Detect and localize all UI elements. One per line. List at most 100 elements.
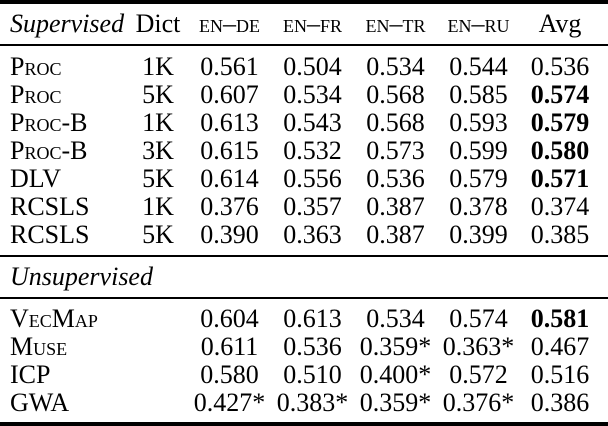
score-avg: 0.536 xyxy=(530,52,590,81)
score-en-ru: 0.579 xyxy=(449,164,508,193)
table-row: RCSLS 5K 0.390 0.363 0.387 0.399 0.385 xyxy=(0,221,608,249)
method-name: ICP xyxy=(10,360,51,389)
supervised-section-body: Proc 1K 0.561 0.504 0.534 0.544 0.536 Proc 5K 0.6… xyxy=(0,46,608,255)
score-avg: 0.579 xyxy=(530,108,590,137)
score-en-fr: 0.383* xyxy=(276,388,349,417)
score-en-de: 0.561 xyxy=(200,52,259,81)
table-row: RCSLS 1K 0.376 0.357 0.387 0.378 0.374 xyxy=(0,193,608,221)
method-name: GWA xyxy=(10,388,70,417)
top-rule xyxy=(0,0,608,4)
header-en-fr: EN–FR xyxy=(282,9,342,38)
dict-size: 1K xyxy=(142,108,174,137)
score-en-de: 0.614 xyxy=(200,164,259,193)
table-row: Muse 0.611 0.536 0.359* 0.363* 0.467 xyxy=(0,333,608,361)
score-avg: 0.581 xyxy=(530,304,590,333)
dict-size: 5K xyxy=(142,220,174,249)
table-row: Proc-B 3K 0.615 0.532 0.573 0.599 0.580 xyxy=(0,137,608,165)
score-avg: 0.516 xyxy=(530,360,590,389)
score-en-ru: 0.378 xyxy=(449,192,508,221)
header-dict: Dict xyxy=(135,9,181,38)
score-en-fr: 0.510 xyxy=(283,360,342,389)
method-name: RCSLS xyxy=(10,192,90,221)
header-en-tr: EN–TR xyxy=(365,9,426,38)
score-en-de: 0.390 xyxy=(200,220,259,249)
method-name: VecMap xyxy=(10,304,98,333)
method-name: Proc xyxy=(10,80,62,109)
table-row: VecMap 0.604 0.613 0.534 0.574 0.581 xyxy=(0,305,608,333)
unsupervised-section-header-row: Unsupervised xyxy=(0,257,608,297)
score-avg: 0.467 xyxy=(530,332,590,361)
score-en-fr: 0.543 xyxy=(283,108,342,137)
unsupervised-header-rule xyxy=(0,297,608,299)
table-row: Proc-B 1K 0.613 0.543 0.568 0.593 0.579 xyxy=(0,109,608,137)
supervised-bottom-rule xyxy=(0,255,608,257)
score-en-ru: 0.363* xyxy=(442,332,515,361)
score-avg: 0.386 xyxy=(530,388,590,417)
score-en-fr: 0.357 xyxy=(283,192,342,221)
dict-size: 1K xyxy=(142,52,174,81)
header-supervised: Supervised xyxy=(10,9,125,38)
table-header-row: Supervised Dict EN–DE EN–FR EN–TR EN–RU … xyxy=(0,4,608,44)
score-avg: 0.571 xyxy=(530,164,590,193)
score-en-fr: 0.532 xyxy=(283,136,342,165)
score-en-ru: 0.399 xyxy=(449,220,508,249)
dict-size xyxy=(128,333,188,361)
score-en-ru: 0.585 xyxy=(449,80,508,109)
dict-size: 5K xyxy=(142,164,174,193)
score-en-tr: 0.573 xyxy=(366,136,425,165)
score-en-tr: 0.400* xyxy=(359,360,432,389)
score-en-tr: 0.387 xyxy=(366,192,425,221)
dict-size xyxy=(128,389,188,417)
score-en-tr: 0.359* xyxy=(359,388,432,417)
score-en-fr: 0.363 xyxy=(283,220,342,249)
score-en-de: 0.611 xyxy=(200,332,259,361)
header-avg: Avg xyxy=(538,9,582,38)
score-en-fr: 0.536 xyxy=(283,332,342,361)
score-en-de: 0.607 xyxy=(200,80,259,109)
method-name: Muse xyxy=(10,332,68,361)
score-en-de: 0.613 xyxy=(200,108,259,137)
table-row: Proc 1K 0.561 0.504 0.534 0.544 0.536 xyxy=(0,53,608,81)
score-en-tr: 0.568 xyxy=(366,80,425,109)
score-en-ru: 0.544 xyxy=(449,52,508,81)
unsupervised-label: Unsupervised xyxy=(10,262,153,291)
score-en-fr: 0.613 xyxy=(283,304,342,333)
score-en-tr: 0.387 xyxy=(366,220,425,249)
table-row: ICP 0.580 0.510 0.400* 0.572 0.516 xyxy=(0,361,608,389)
dict-size xyxy=(128,361,188,389)
score-avg: 0.580 xyxy=(530,136,590,165)
dict-size: 1K xyxy=(142,192,174,221)
score-en-fr: 0.556 xyxy=(283,164,342,193)
score-en-ru: 0.572 xyxy=(449,360,508,389)
method-name: Proc xyxy=(10,52,62,81)
score-en-fr: 0.534 xyxy=(283,80,342,109)
score-en-fr: 0.504 xyxy=(283,52,342,81)
score-avg: 0.385 xyxy=(530,220,590,249)
dict-size: 5K xyxy=(142,80,174,109)
score-en-ru: 0.593 xyxy=(449,108,508,137)
table-row: GWA 0.427* 0.383* 0.359* 0.376* 0.386 xyxy=(0,389,608,417)
method-name: Proc-B xyxy=(10,136,88,165)
score-en-ru: 0.599 xyxy=(449,136,508,165)
score-en-de: 0.604 xyxy=(200,304,259,333)
table-row: DLV 5K 0.614 0.556 0.536 0.579 0.571 xyxy=(0,165,608,193)
dict-size xyxy=(128,305,188,333)
header-rule xyxy=(0,44,608,46)
score-avg: 0.574 xyxy=(530,80,590,109)
score-en-tr: 0.534 xyxy=(366,52,425,81)
method-name: Proc-B xyxy=(10,108,88,137)
score-en-tr: 0.534 xyxy=(366,304,425,333)
score-en-tr: 0.359* xyxy=(359,332,432,361)
header-en-de: EN–DE xyxy=(199,9,260,38)
bottom-rule xyxy=(0,422,608,426)
score-en-tr: 0.536 xyxy=(366,164,425,193)
score-en-ru: 0.376* xyxy=(442,388,515,417)
score-avg: 0.374 xyxy=(530,192,590,221)
table-row: Proc 5K 0.607 0.534 0.568 0.585 0.574 xyxy=(0,81,608,109)
score-en-de: 0.580 xyxy=(200,360,259,389)
unsupervised-section-body: VecMap 0.604 0.613 0.534 0.574 0.581 Muse 0.611… xyxy=(0,299,608,422)
dict-size: 3K xyxy=(142,136,174,165)
score-en-tr: 0.568 xyxy=(366,108,425,137)
method-name: DLV xyxy=(10,164,62,193)
